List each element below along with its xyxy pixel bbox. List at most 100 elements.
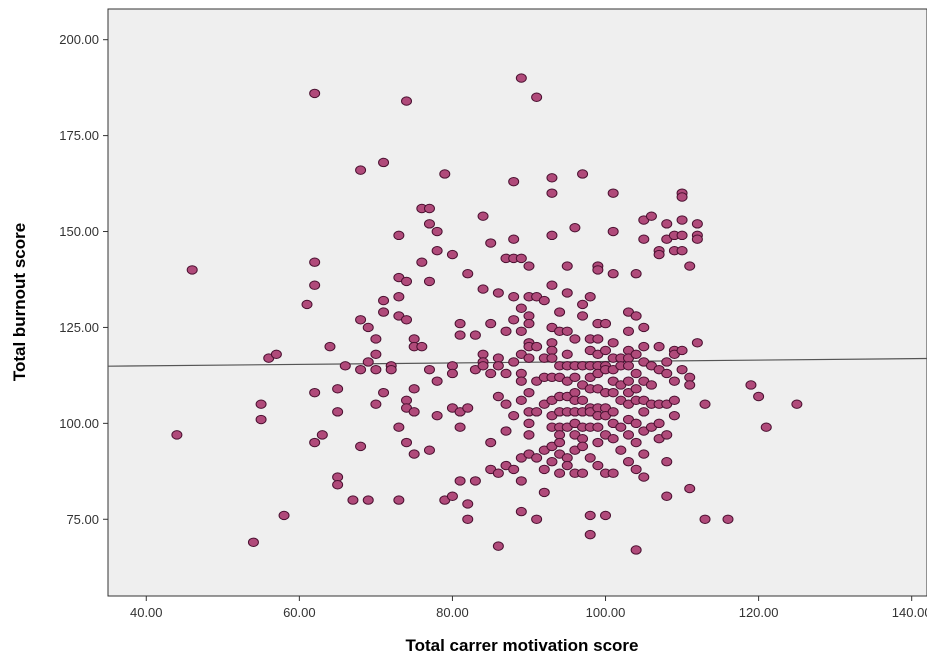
data-point — [531, 407, 543, 417]
data-point — [676, 246, 688, 256]
data-point — [508, 464, 520, 475]
data-point — [569, 387, 581, 398]
data-point — [446, 249, 458, 260]
data-point — [485, 318, 497, 329]
data-point — [600, 510, 612, 521]
data-point — [607, 433, 619, 444]
x-axis: 40.00 60.00 80.00 100.00 120.00 140.00 — [130, 596, 927, 620]
data-point — [577, 169, 589, 179]
data-point — [630, 418, 642, 429]
x-tick-label: 100.00 — [586, 605, 626, 620]
data-point — [492, 541, 504, 551]
x-tick-label: 140.00 — [892, 605, 927, 620]
data-point — [523, 387, 535, 398]
data-point — [469, 476, 481, 486]
data-point — [454, 318, 466, 329]
data-point — [684, 372, 696, 383]
data-point — [362, 322, 374, 333]
data-point — [401, 437, 413, 448]
data-point — [309, 437, 321, 448]
data-point — [577, 468, 589, 478]
data-point — [301, 299, 313, 310]
data-point — [446, 361, 458, 371]
data-point — [661, 357, 673, 367]
data-point — [485, 437, 497, 448]
data-point — [401, 315, 413, 325]
data-point — [332, 480, 344, 490]
data-point — [531, 453, 543, 463]
x-tick-label: 60.00 — [283, 605, 316, 620]
data-point — [638, 234, 650, 244]
data-point — [508, 315, 520, 325]
data-point — [638, 449, 650, 459]
data-point — [592, 422, 604, 432]
data-point — [668, 376, 680, 386]
y-tick-label: 175.00 — [59, 128, 99, 143]
data-point — [561, 349, 573, 359]
data-point — [515, 395, 527, 406]
data-point — [653, 418, 665, 429]
data-point — [531, 514, 543, 524]
data-point — [492, 468, 504, 478]
data-point — [454, 330, 466, 340]
data-point — [638, 472, 650, 482]
data-point — [255, 399, 267, 409]
data-point — [370, 364, 382, 375]
data-point — [577, 433, 589, 444]
data-point — [569, 222, 581, 233]
data-point — [577, 311, 589, 321]
data-point — [500, 426, 512, 436]
data-point — [431, 410, 443, 421]
data-point — [431, 376, 443, 386]
data-point — [309, 88, 321, 99]
data-point — [423, 276, 435, 287]
data-point — [676, 345, 688, 356]
data-point — [538, 464, 550, 475]
data-point — [699, 514, 711, 524]
data-point — [661, 491, 673, 501]
data-point — [676, 215, 688, 225]
data-point — [270, 349, 282, 359]
data-point — [561, 288, 573, 298]
data-point — [661, 430, 673, 440]
data-point — [745, 380, 757, 390]
data-point — [378, 157, 390, 168]
y-axis: 75.00 100.00 125.00 150.00 175.00 200.00 — [59, 32, 108, 527]
data-point — [316, 430, 328, 440]
data-point — [661, 368, 673, 379]
data-point — [684, 261, 696, 271]
data-point — [332, 472, 344, 482]
data-point — [423, 219, 435, 229]
data-point — [638, 407, 650, 417]
data-point — [645, 211, 657, 221]
data-point — [561, 460, 573, 471]
y-tick-label: 150.00 — [59, 224, 99, 239]
data-point — [546, 353, 558, 363]
data-point — [538, 295, 550, 306]
data-point — [630, 464, 642, 475]
data-point — [607, 468, 619, 478]
data-point — [630, 384, 642, 394]
data-point — [171, 430, 183, 440]
data-point — [309, 257, 321, 267]
data-point — [630, 368, 642, 379]
data-point — [638, 341, 650, 352]
data-point — [592, 265, 604, 275]
y-tick-label: 125.00 — [59, 320, 99, 335]
data-point — [339, 361, 351, 371]
data-point — [561, 261, 573, 271]
data-point — [508, 410, 520, 421]
data-point — [492, 288, 504, 298]
data-point — [607, 188, 619, 198]
data-point — [531, 341, 543, 352]
data-point — [508, 292, 520, 302]
data-point — [378, 295, 390, 306]
data-point — [492, 361, 504, 371]
data-point — [577, 299, 589, 310]
data-point — [378, 307, 390, 317]
data-point — [691, 338, 703, 348]
data-point — [355, 441, 367, 452]
data-points — [171, 73, 803, 555]
data-point — [653, 341, 665, 352]
data-point — [676, 364, 688, 375]
